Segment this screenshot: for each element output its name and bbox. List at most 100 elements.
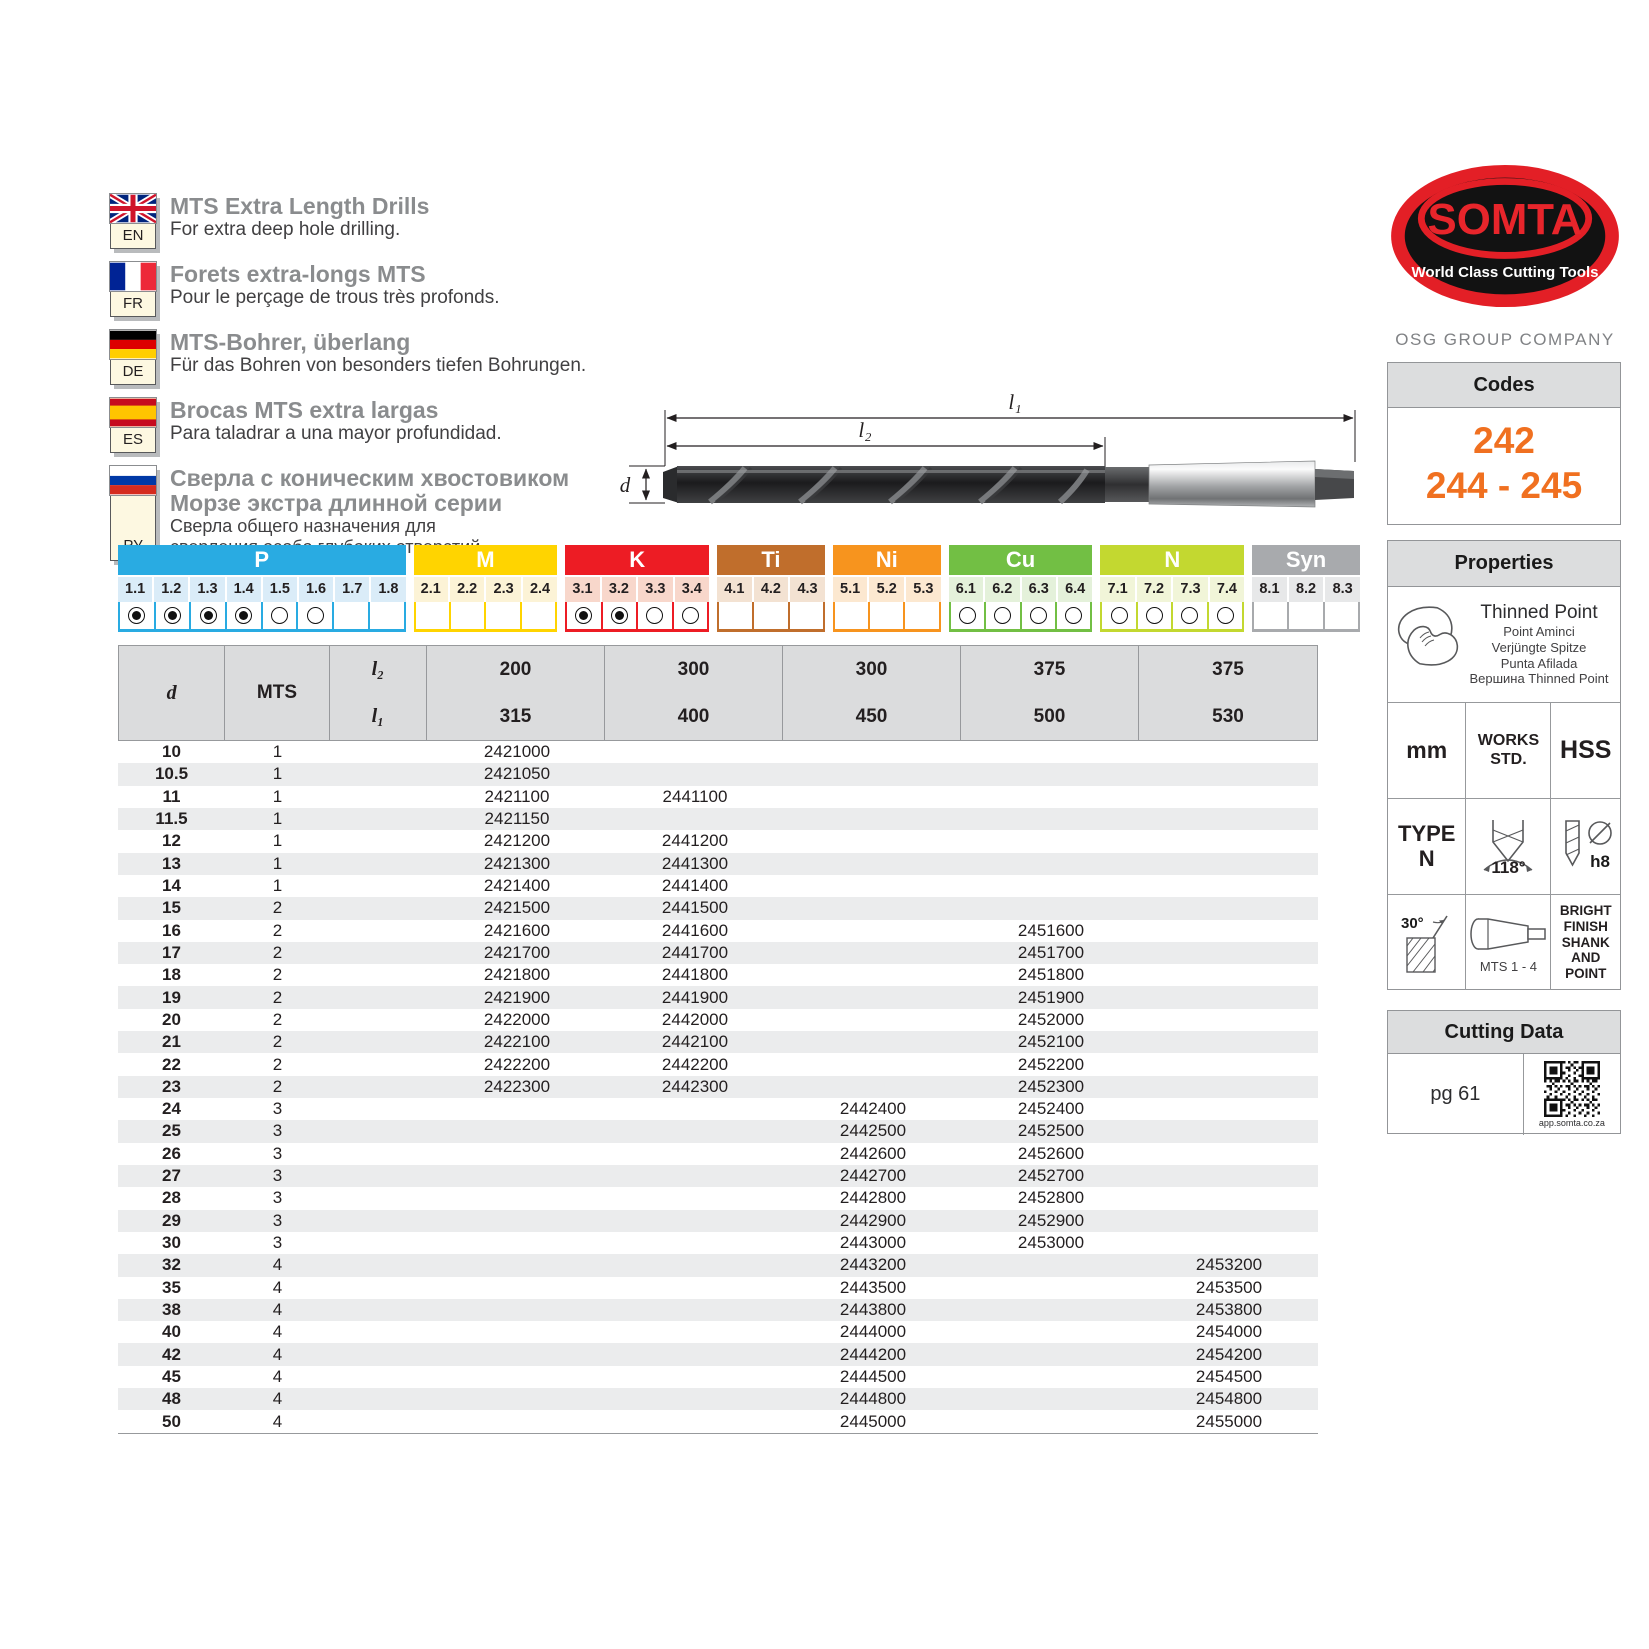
material-group-Ti: Ti 4.1 4.2 4.3 (717, 545, 825, 632)
drill-photo: l₁ l₂ d (620, 390, 1356, 508)
somta-logo: SOMTA World Class Cutting Tools (1388, 163, 1622, 308)
germany-flag-icon (109, 329, 157, 360)
cell-product-code: 2442600 (839, 1143, 907, 1163)
material-iso-number: 7.4 (1209, 577, 1245, 602)
table-row: 26 3 2442600 2452600 (118, 1143, 1318, 1165)
material-group-label: Cu (948, 545, 1093, 575)
type-n-label: TYPE N (1398, 821, 1456, 871)
table-row: 22 2 2422200 2442200 2452200 (118, 1053, 1318, 1075)
material-iso-numbers: 8.1 8.2 8.3 (1252, 577, 1360, 602)
cell-product-code: 2442400 (839, 1099, 907, 1119)
cell-diameter: 10.5 (154, 764, 189, 784)
cell-product-code: 2452100 (1017, 1032, 1085, 1052)
lang-subtitle: For extra deep hole drilling. (170, 218, 401, 240)
table-row: 12 1 2421200 2441200 (118, 830, 1318, 852)
cell-product-code: 2454500 (1195, 1366, 1263, 1386)
length-l1-value: 400 (677, 705, 710, 727)
material-group-Cu: Cu 6.1 6.2 6.3 6.4 (948, 545, 1093, 632)
cell-diameter: 38 (162, 1299, 181, 1319)
cell-mts: 1 (272, 809, 283, 829)
table-row: 13 1 2421300 2441300 (118, 852, 1318, 875)
point-angle-icon (1484, 819, 1533, 872)
material-radio-cell (298, 602, 335, 629)
lang-code: FR (110, 291, 156, 317)
table-row: 18 2 2421800 2441800 2451800 (118, 964, 1318, 986)
russia-flag-icon (109, 465, 157, 496)
table-row: 10 1 2421000 (118, 741, 1318, 763)
lang-subtitle: Сверла общего назначения для (170, 515, 436, 536)
material-radio-cell (951, 602, 987, 629)
material-radio-row (1252, 602, 1360, 632)
material-iso-number: 1.8 (371, 577, 406, 602)
material-iso-number: 3.4 (674, 577, 710, 602)
cell-product-code: 2444500 (839, 1366, 907, 1386)
material-iso-numbers: 5.1 5.2 5.3 (832, 577, 941, 602)
table-row: 27 3 2442700 2452700 (118, 1164, 1318, 1188)
cell-product-code: 2441300 (661, 853, 729, 873)
material-iso-number: 8.1 (1252, 577, 1287, 602)
material-iso-number: 2.2 (449, 577, 485, 602)
material-group-label: Syn (1252, 545, 1360, 575)
cell-product-code: 2442300 (661, 1076, 729, 1096)
cell-diameter: 26 (162, 1143, 181, 1163)
tolerance-value: h8 (1590, 852, 1610, 871)
material-radio-cell (1102, 602, 1138, 629)
table-row: 15 2 2421500 2441500 (118, 897, 1318, 920)
cell-diameter: 10 (162, 742, 181, 762)
lang-title: MTS Extra Length Drills (170, 193, 430, 219)
material-radio-cell (334, 602, 370, 629)
thinned-point-icon (1398, 605, 1459, 666)
cell-product-code: 2422300 (483, 1076, 551, 1096)
shank-cell: MTS 1 - 4 (1466, 894, 1552, 990)
qr-cell: app.somta.co.za (1524, 1054, 1620, 1135)
cell-product-code: 2451800 (1017, 965, 1085, 985)
cell-product-code: 2442000 (661, 1009, 729, 1029)
radio-indicator-filled (575, 607, 593, 624)
units-label: mm (1406, 737, 1448, 763)
radio-indicator-filled (610, 607, 628, 624)
radio-indicator-empty (271, 607, 289, 624)
cell-product-code: 2441200 (661, 831, 729, 851)
col-header-l1: l₁ (371, 705, 385, 727)
cell-mts: 3 (272, 1099, 283, 1119)
cell-product-code: 2442500 (839, 1121, 907, 1141)
material-radio-cell (567, 602, 603, 629)
cell-product-code: 2454800 (1195, 1389, 1263, 1409)
material-radio-cell (638, 602, 674, 629)
radio-indicator-empty (646, 607, 664, 624)
lang-subtitle: Pour le perçage de trous très profonds. (170, 286, 500, 308)
lang-title: Brocas MTS extra largas (170, 397, 439, 423)
table-body: 10 1 2421000 10.5 1 2421050 11 1 2421100 2441100 1… (118, 741, 1318, 1434)
material-radio-row (717, 602, 825, 632)
cell-product-code: 2421400 (483, 876, 551, 896)
codes-box-title: Codes (1388, 363, 1620, 408)
material-radio-cell (1057, 602, 1090, 629)
table-row: 42 4 2444200 2454200 (118, 1343, 1318, 1366)
cell-product-code: 2451900 (1017, 987, 1085, 1007)
qr-caption: app.somta.co.za (1538, 1118, 1605, 1128)
material-iso-number: 7.2 (1136, 577, 1172, 602)
cutting-data-title: Cutting Data (1388, 1011, 1620, 1054)
material-iso-numbers: 1.1 1.2 1.3 1.4 1.5 1.6 1.7 1.8 (118, 577, 406, 602)
spain-flag-icon (109, 397, 157, 428)
material-iso-number: 3.3 (638, 577, 673, 602)
cell-mts: 1 (272, 876, 283, 896)
drill-dimension-diagram: l₁ l₂ d (615, 376, 1365, 516)
material-radio-row (948, 602, 1093, 632)
cell-mts: 2 (272, 1054, 283, 1074)
material-radio-cell (1209, 602, 1242, 629)
material-iso-number: 1.7 (335, 577, 370, 602)
thinned-point-ru: Вершина Thinned Point (1469, 671, 1609, 687)
material-radio-cell (835, 602, 871, 629)
helix-angle-cell: 30° (1388, 894, 1467, 990)
cell-product-code: 2421150 (484, 809, 550, 829)
cell-product-code: 2441700 (661, 942, 729, 962)
cell-mts: 1 (272, 853, 283, 873)
radio-indicator-empty (1146, 607, 1164, 624)
cell-mts: 2 (272, 1009, 283, 1029)
cell-product-code: 2444800 (839, 1389, 907, 1409)
material-iso-number: 2.1 (413, 577, 448, 602)
cell-product-code: 2421050 (483, 764, 551, 784)
material-radio-row (565, 602, 710, 632)
cell-product-code: 2442900 (839, 1210, 907, 1230)
